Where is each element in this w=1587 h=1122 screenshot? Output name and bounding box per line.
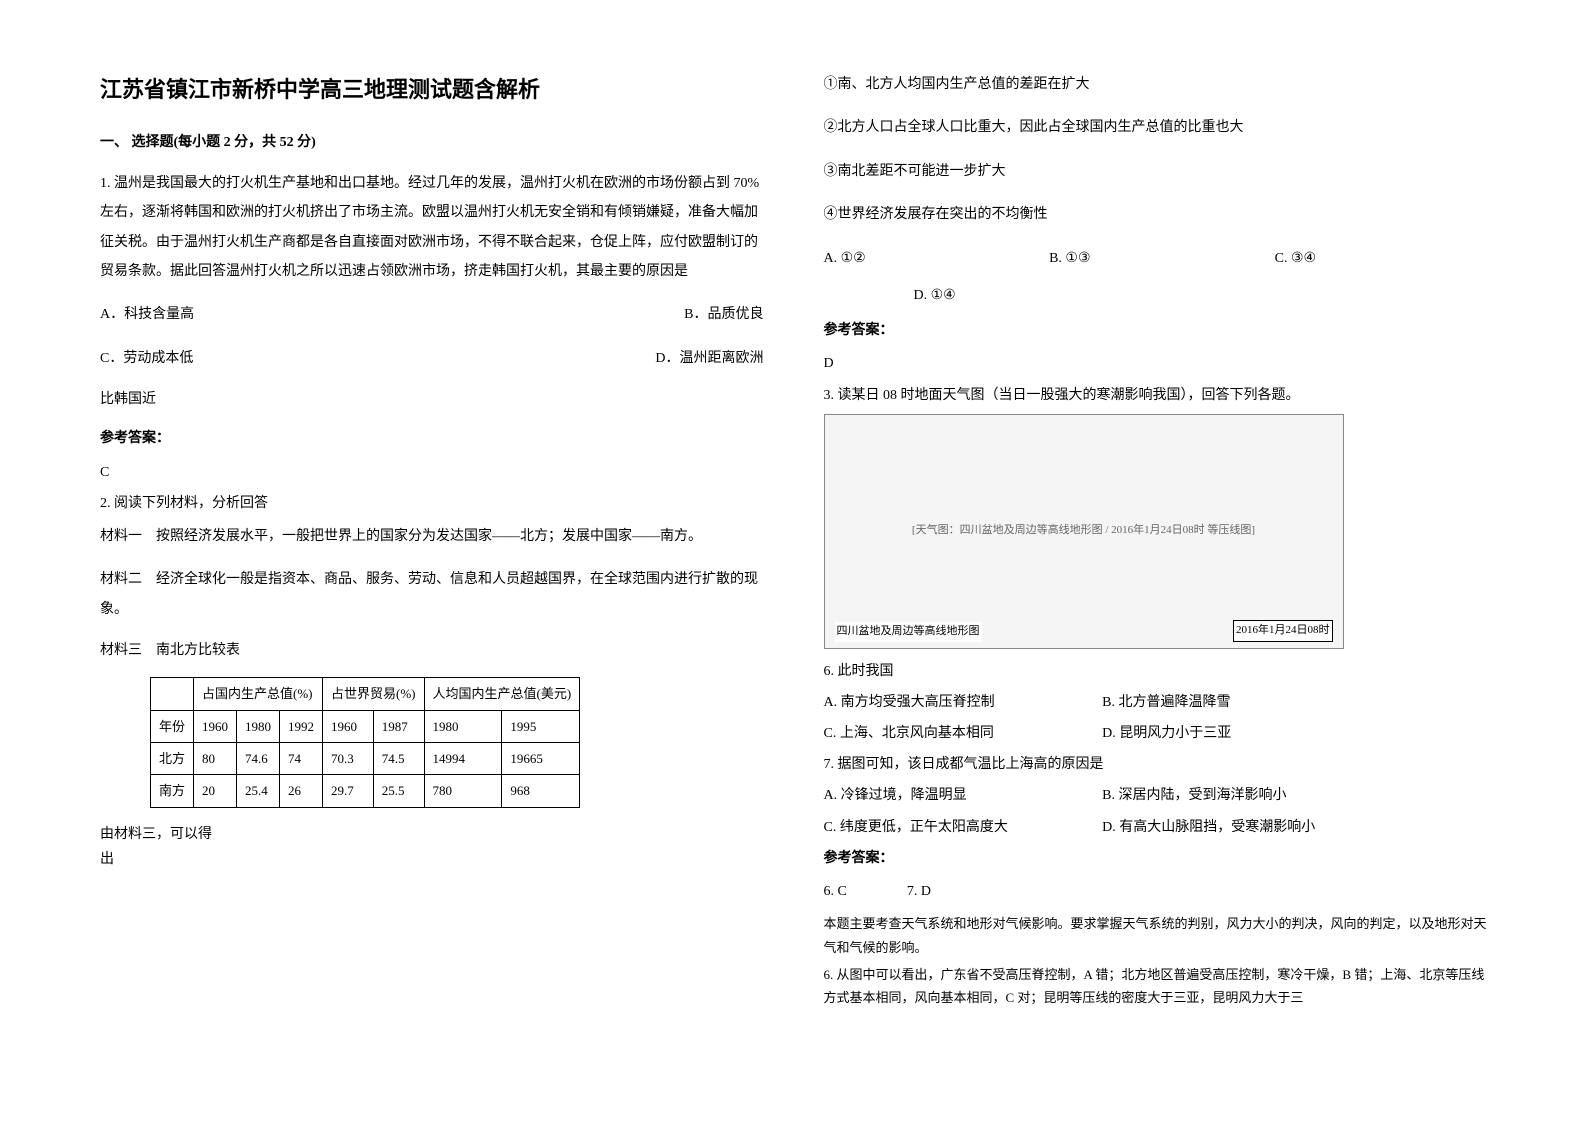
th-blank xyxy=(151,678,194,710)
q6-b: B. 北方普遍降温降雪 xyxy=(1102,690,1487,715)
q3-text: 3. 读某日 08 时地面天气图（当日一股强大的寒潮影响我国），回答下列各题。 xyxy=(824,383,1488,408)
n-3: 74 xyxy=(280,743,323,775)
n-4: 70.3 xyxy=(323,743,374,775)
left-column: 江苏省镇江市新桥中学高三地理测试题含解析 一、 选择题(每小题 2 分，共 52… xyxy=(100,70,764,1092)
yr-label: 年份 xyxy=(151,710,194,742)
page-title: 江苏省镇江市新桥中学高三地理测试题含解析 xyxy=(100,70,764,110)
th-trade: 占世界贸易(%) xyxy=(323,678,425,710)
exp2: 6. 从图中可以看出，广东省不受高压脊控制，A 错；北方地区普遍受高压控制，寒冷… xyxy=(824,963,1488,1010)
section-header: 一、 选择题(每小题 2 分，共 52 分) xyxy=(100,130,764,155)
n-2: 74.6 xyxy=(237,743,280,775)
q1-opt-a: A．科技含量高 xyxy=(100,300,432,329)
q6-a: A. 南方均受强大高压脊控制 xyxy=(824,690,1103,715)
stmt-3: ③南北差距不可能进一步扩大 xyxy=(824,157,1488,186)
q6-c: C. 上海、北京风向基本相同 xyxy=(824,721,1103,746)
choice-a: A. ①② xyxy=(824,244,1050,273)
q1-options-row1: A．科技含量高 B．品质优良 xyxy=(100,300,764,329)
q2-text: 2. 阅读下列材料，分析回答 xyxy=(100,491,764,516)
q7-a: A. 冷锋过境，降温明显 xyxy=(824,783,1103,808)
q6-opts-row2: C. 上海、北京风向基本相同 D. 昆明风力小于三亚 xyxy=(824,721,1488,746)
th-gdp: 占国内生产总值(%) xyxy=(194,678,323,710)
exp1: 本题主要考查天气系统和地形对气候影响。要求掌握天气系统的判别，风力大小的判决，风… xyxy=(824,912,1488,959)
s-4: 29.7 xyxy=(323,775,374,807)
s-label: 南方 xyxy=(151,775,194,807)
q6-d: D. 昆明风力小于三亚 xyxy=(1102,721,1487,746)
table-south-row: 南方 20 25.4 26 29.7 25.5 780 968 xyxy=(151,775,580,807)
stmt-4: ④世界经济发展存在突出的不均衡性 xyxy=(824,200,1488,229)
q7-opts-row2: C. 纬度更低，正午太阳高度大 D. 有高大山脉阻挡，受寒潮影响小 xyxy=(824,815,1488,840)
comparison-table: 占国内生产总值(%) 占世界贸易(%) 人均国内生产总值(美元) 年份 1960… xyxy=(150,677,580,808)
q2-conclusion-cont: 出 xyxy=(100,847,764,872)
yr-1995: 1995 xyxy=(502,710,580,742)
q6-text: 6. 此时我国 xyxy=(824,659,1488,684)
stmt-1: ①南、北方人均国内生产总值的差距在扩大 xyxy=(824,70,1488,99)
q7-c: C. 纬度更低，正午太阳高度大 xyxy=(824,815,1103,840)
yr-1980b: 1980 xyxy=(424,710,502,742)
yr-1960b: 1960 xyxy=(323,710,374,742)
th-percapita: 人均国内生产总值(美元) xyxy=(424,678,580,710)
ans6: 6. C xyxy=(824,879,847,904)
q7-text: 7. 据图可知，该日成都气温比上海高的原因是 xyxy=(824,752,1488,777)
map-placeholder: [天气图：四川盆地及周边等高线地形图 / 2016年1月24日08时 等压线图] xyxy=(912,521,1255,541)
s-6: 780 xyxy=(424,775,502,807)
q2-choices: A. ①② B. ①③ C. ③④ xyxy=(824,244,1488,273)
table-header-row: 占国内生产总值(%) 占世界贸易(%) 人均国内生产总值(美元) xyxy=(151,678,580,710)
yr-1987: 1987 xyxy=(373,710,424,742)
yr-1960a: 1960 xyxy=(194,710,237,742)
q1-text: 1. 温州是我国最大的打火机生产基地和出口基地。经过几年的发展，温州打火机在欧洲… xyxy=(100,169,764,287)
q2-material3-title: 材料三 南北方比较表 xyxy=(100,638,764,663)
ans7: 7. D xyxy=(907,879,931,904)
q1-opt-d-part: D．温州距离欧洲 xyxy=(432,344,764,373)
s-2: 25.4 xyxy=(237,775,280,807)
q7-b: B. 深居内陆，受到海洋影响小 xyxy=(1102,783,1487,808)
right-column: ①南、北方人均国内生产总值的差距在扩大 ②北方人口占全球人口比重大，因此占全球国… xyxy=(824,70,1488,1092)
choice-c: C. ③④ xyxy=(1275,244,1487,273)
map-right-caption: 2016年1月24日08时 xyxy=(1233,620,1333,642)
weather-map-image: [天气图：四川盆地及周边等高线地形图 / 2016年1月24日08时 等压线图]… xyxy=(824,414,1344,649)
n-label: 北方 xyxy=(151,743,194,775)
s-7: 968 xyxy=(502,775,580,807)
q1-options-row2: C．劳动成本低 D．温州距离欧洲 xyxy=(100,344,764,373)
q3-answer-label: 参考答案： xyxy=(824,846,1488,871)
table-north-row: 北方 80 74.6 74 70.3 74.5 14994 19665 xyxy=(151,743,580,775)
q7-opts-row1: A. 冷锋过境，降温明显 B. 深居内陆，受到海洋影响小 xyxy=(824,783,1488,808)
q2-answer: D xyxy=(824,351,1488,376)
map-left-caption: 四川盆地及周边等高线地形图 xyxy=(835,622,982,642)
n-7: 19665 xyxy=(502,743,580,775)
q2-answer-label: 参考答案： xyxy=(824,318,1488,343)
yr-1992: 1992 xyxy=(280,710,323,742)
q7-d: D. 有高大山脉阻挡，受寒潮影响小 xyxy=(1102,815,1487,840)
q1-opt-b: B．品质优良 xyxy=(432,300,764,329)
q1-answer: C xyxy=(100,460,764,485)
choice-d: D. ①④ xyxy=(914,283,1488,308)
q2-material2: 材料二 经济全球化一般是指资本、商品、服务、劳动、信息和人员超越国界，在全球范围… xyxy=(100,565,764,624)
n-6: 14994 xyxy=(424,743,502,775)
s-3: 26 xyxy=(280,775,323,807)
q1-opt-c: C．劳动成本低 xyxy=(100,344,432,373)
choice-b: B. ①③ xyxy=(1049,244,1275,273)
stmt-2: ②北方人口占全球人口比重大，因此占全球国内生产总值的比重也大 xyxy=(824,113,1488,142)
q1-answer-label: 参考答案： xyxy=(100,426,764,451)
n-1: 80 xyxy=(194,743,237,775)
s-1: 20 xyxy=(194,775,237,807)
q2-material1: 材料一 按照经济发展水平，一般把世界上的国家分为发达国家——北方；发展中国家——… xyxy=(100,522,764,551)
q1-opt-d-cont: 比韩国近 xyxy=(100,387,764,412)
s-5: 25.5 xyxy=(373,775,424,807)
q2-conclusion: 由材料三，可以得 xyxy=(100,822,764,847)
q6-opts-row1: A. 南方均受强大高压脊控制 B. 北方普遍降温降雪 xyxy=(824,690,1488,715)
n-5: 74.5 xyxy=(373,743,424,775)
table-year-row: 年份 1960 1980 1992 1960 1987 1980 1995 xyxy=(151,710,580,742)
q3-answers: 6. C 7. D xyxy=(824,879,1488,904)
yr-1980a: 1980 xyxy=(237,710,280,742)
